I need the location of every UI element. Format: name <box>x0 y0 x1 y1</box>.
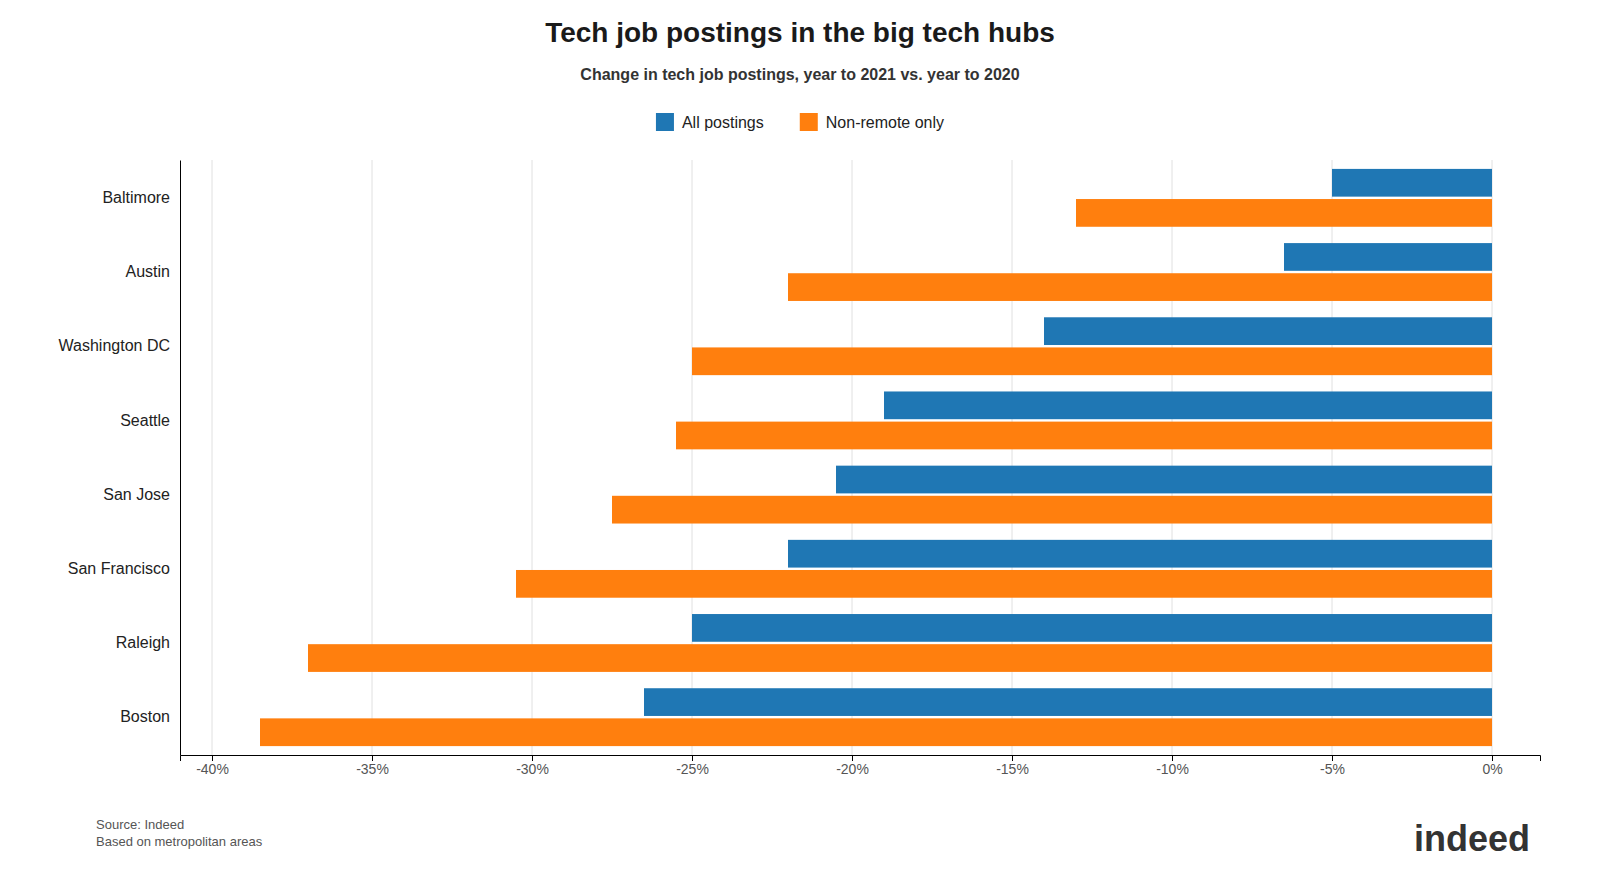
bar <box>692 614 1492 642</box>
plot: -40% -35% -30% -25% -20% -15% -10% -5% 0% Boston R… <box>59 160 1541 777</box>
bar-series <box>260 199 1492 746</box>
grid-line <box>212 160 213 755</box>
axis-line <box>180 161 181 756</box>
logo-text: indeed <box>1414 818 1530 859</box>
tick-label: -15% <box>996 761 1029 777</box>
tick-label: San Jose <box>103 486 170 503</box>
tick: Baltimore <box>102 189 170 206</box>
bar-series <box>644 169 1492 716</box>
tick: Austin <box>126 263 170 280</box>
tick: San Francisco <box>68 560 170 577</box>
tick: 0% <box>1482 755 1502 777</box>
tick: Raleigh <box>116 634 170 651</box>
tick: San Jose <box>103 486 170 503</box>
tick-label: Baltimore <box>102 189 170 206</box>
tick: Washington DC <box>59 337 170 354</box>
title: Tech job postings in the big tech hubs <box>545 17 1055 48</box>
bar <box>308 644 1492 672</box>
legend-swatch <box>800 113 818 131</box>
tick-label: Boston <box>120 708 170 725</box>
tick: -5% <box>1320 755 1345 777</box>
tick-label: Austin <box>126 263 170 280</box>
tick: -25% <box>676 755 709 777</box>
legend: All postings Non-remote only <box>656 113 944 131</box>
tick-label: -25% <box>676 761 709 777</box>
tick-label: -30% <box>516 761 549 777</box>
bar <box>516 570 1492 598</box>
grid <box>212 160 1492 755</box>
tick-label: 0% <box>1482 761 1502 777</box>
legend-item: All postings <box>656 113 764 131</box>
bar <box>788 540 1492 568</box>
tick-label: Washington DC <box>59 337 170 354</box>
source-note: Source: IndeedBased on metropolitan area… <box>96 817 263 849</box>
tick: -30% <box>516 755 549 777</box>
bars <box>260 169 1492 746</box>
y-axis: Boston Raleigh San Francisco San Jose Seattl… <box>59 161 181 756</box>
bar <box>1044 317 1492 345</box>
tick-label: -10% <box>1156 761 1189 777</box>
bar <box>1076 199 1492 227</box>
bar <box>884 391 1492 419</box>
bar <box>644 688 1492 716</box>
bar <box>1332 169 1492 197</box>
tick-label: -35% <box>356 761 389 777</box>
tick: -20% <box>836 755 869 777</box>
tick-label: -5% <box>1320 761 1345 777</box>
tick: -40% <box>196 755 229 777</box>
bar <box>836 466 1492 494</box>
tick: -15% <box>996 755 1029 777</box>
legend-label: Non-remote only <box>826 114 944 131</box>
chart: Tech job postings in the big tech hubs Ch… <box>0 0 1600 875</box>
bar <box>612 496 1492 524</box>
legend-label: All postings <box>682 114 764 131</box>
bar <box>1284 243 1492 271</box>
legend-item: Non-remote only <box>800 113 944 131</box>
tick: Seattle <box>120 412 170 429</box>
bar <box>692 347 1492 375</box>
tick-label: Seattle <box>120 412 170 429</box>
subtitle: Change in tech job postings, year to 202… <box>580 66 1019 83</box>
tick-label: San Francisco <box>68 560 170 577</box>
legend-swatch <box>656 113 674 131</box>
bar <box>260 718 1492 746</box>
tick-label: Raleigh <box>116 634 170 651</box>
tick-label: -40% <box>196 761 229 777</box>
tick: Boston <box>120 708 170 725</box>
bar <box>676 422 1492 450</box>
tick: -10% <box>1156 755 1189 777</box>
tick-label: -20% <box>836 761 869 777</box>
bar <box>788 273 1492 301</box>
tick: -35% <box>356 755 389 777</box>
x-axis: -40% -35% -30% -25% -20% -15% -10% -5% 0% <box>181 755 1541 777</box>
